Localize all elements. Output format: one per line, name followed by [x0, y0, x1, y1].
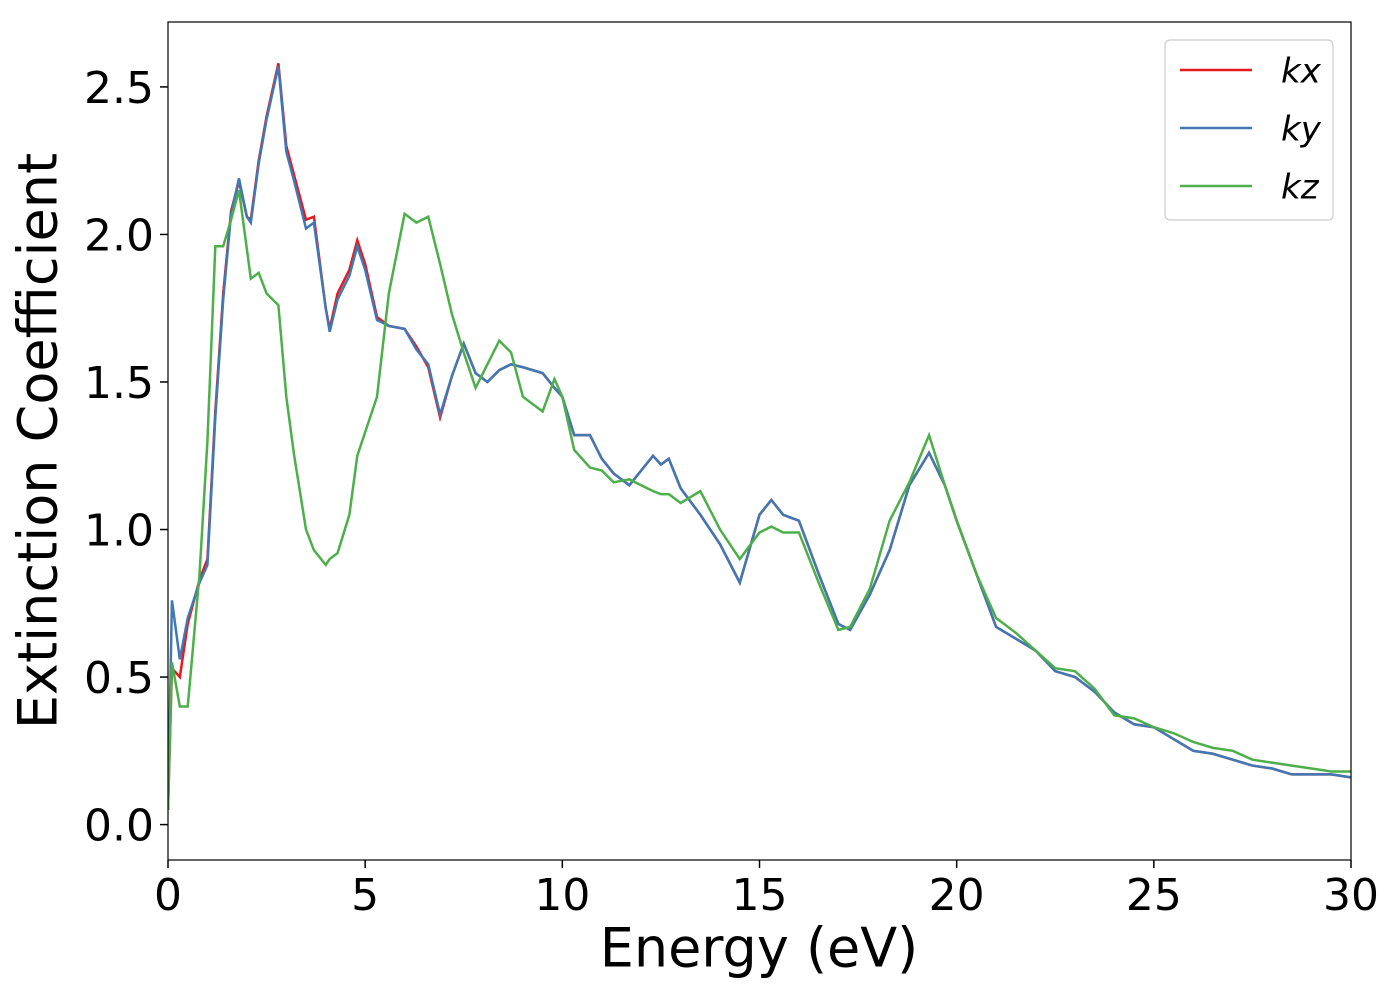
legend-label: ky — [1281, 110, 1322, 150]
x-tick-label: 15 — [732, 870, 788, 921]
y-tick-label: 1.5 — [84, 358, 154, 409]
series-line — [168, 189, 1351, 810]
x-tick-label: 30 — [1323, 870, 1379, 921]
x-tick-label: 20 — [929, 870, 985, 921]
y-tick-label: 2.0 — [84, 210, 154, 261]
x-tick-label: 25 — [1126, 870, 1182, 921]
plot-frame — [167, 21, 1352, 861]
legend-label: kx — [1281, 52, 1322, 92]
y-tick-label: 2.5 — [84, 63, 154, 114]
x-tick-label: 0 — [154, 870, 182, 921]
x-tick-label: 5 — [351, 870, 379, 921]
series-line — [168, 65, 1351, 810]
legend-label: kz — [1281, 168, 1320, 208]
y-tick-label: 0.0 — [84, 801, 154, 852]
y-axis-label: Extinction Coefficient — [7, 153, 70, 729]
y-tick-label: 0.5 — [84, 653, 154, 704]
legend-box — [1164, 39, 1334, 221]
x-axis-label: Energy (eV) — [600, 917, 919, 980]
x-tick-label: 10 — [534, 870, 590, 921]
y-tick-label: 1.0 — [84, 506, 154, 557]
